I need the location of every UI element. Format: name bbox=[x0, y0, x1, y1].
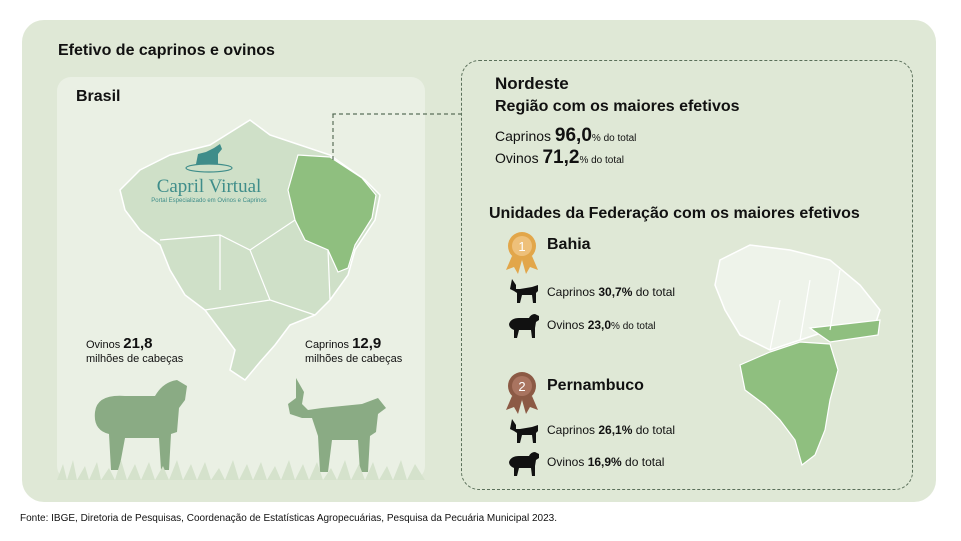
nordeste-subtitle: Região com os maiores efetivos bbox=[495, 98, 740, 115]
sheep-icon bbox=[94, 380, 187, 470]
footer-source: Fonte: IBGE, Diretoria de Pesquisas, Coo… bbox=[20, 513, 557, 524]
brazil-map bbox=[119, 119, 381, 381]
nordeste-map bbox=[714, 244, 881, 467]
pernambuco-caprinos-stat: Caprinos 26,1% do total bbox=[547, 423, 676, 437]
sheep-small-icon bbox=[509, 314, 539, 338]
medal-1-rank: 1 bbox=[518, 239, 525, 254]
nordeste-ovinos-stat: Ovinos 71,2% do total bbox=[495, 147, 624, 168]
goat-logo-icon bbox=[185, 144, 233, 173]
nordeste-title: Nordeste bbox=[495, 74, 569, 93]
bahia-ovinos-stat: Ovinos 23,0% do total bbox=[547, 318, 656, 332]
logo-sub-text: Portal Especializado em Ovinos e Caprino… bbox=[151, 198, 267, 204]
uf-name-pernambuco: Pernambuco bbox=[547, 377, 644, 394]
medal-2-icon: 2 bbox=[506, 372, 538, 414]
sheep-small-icon-2 bbox=[509, 452, 539, 476]
uf-name-bahia: Bahia bbox=[547, 236, 591, 253]
goat-small-icon-2 bbox=[510, 419, 538, 443]
pernambuco-region bbox=[808, 319, 881, 343]
brasil-label: Brasil bbox=[76, 88, 121, 105]
goat-small-icon bbox=[510, 279, 538, 303]
caprinos-brasil-count: Caprinos 12,9 milhões de cabeças bbox=[305, 335, 403, 365]
nordeste-caprinos-stat: Caprinos 96,0% do total bbox=[495, 125, 637, 146]
capril-virtual-logo: Capril Virtual Portal Especializado em O… bbox=[150, 140, 268, 210]
logo-main-text: Capril Virtual bbox=[156, 176, 262, 197]
ovinos-brasil-count: Ovinos 21,8 milhões de cabeças bbox=[86, 335, 184, 365]
goat-icon bbox=[288, 378, 386, 472]
state-borders bbox=[159, 219, 331, 316]
medal-1-icon: 1 bbox=[506, 232, 538, 274]
bahia-caprinos-stat: Caprinos 30,7% do total bbox=[547, 285, 676, 299]
uf-title: Unidades da Federação com os maiores efe… bbox=[489, 205, 860, 222]
grass-decoration bbox=[57, 460, 425, 480]
bahia-region bbox=[739, 341, 839, 467]
page-title: Efetivo de caprinos e ovinos bbox=[58, 42, 275, 59]
medal-2-rank: 2 bbox=[518, 379, 525, 394]
nordeste-box bbox=[461, 60, 913, 490]
pernambuco-ovinos-stat: Ovinos 16,9% do total bbox=[547, 455, 665, 469]
